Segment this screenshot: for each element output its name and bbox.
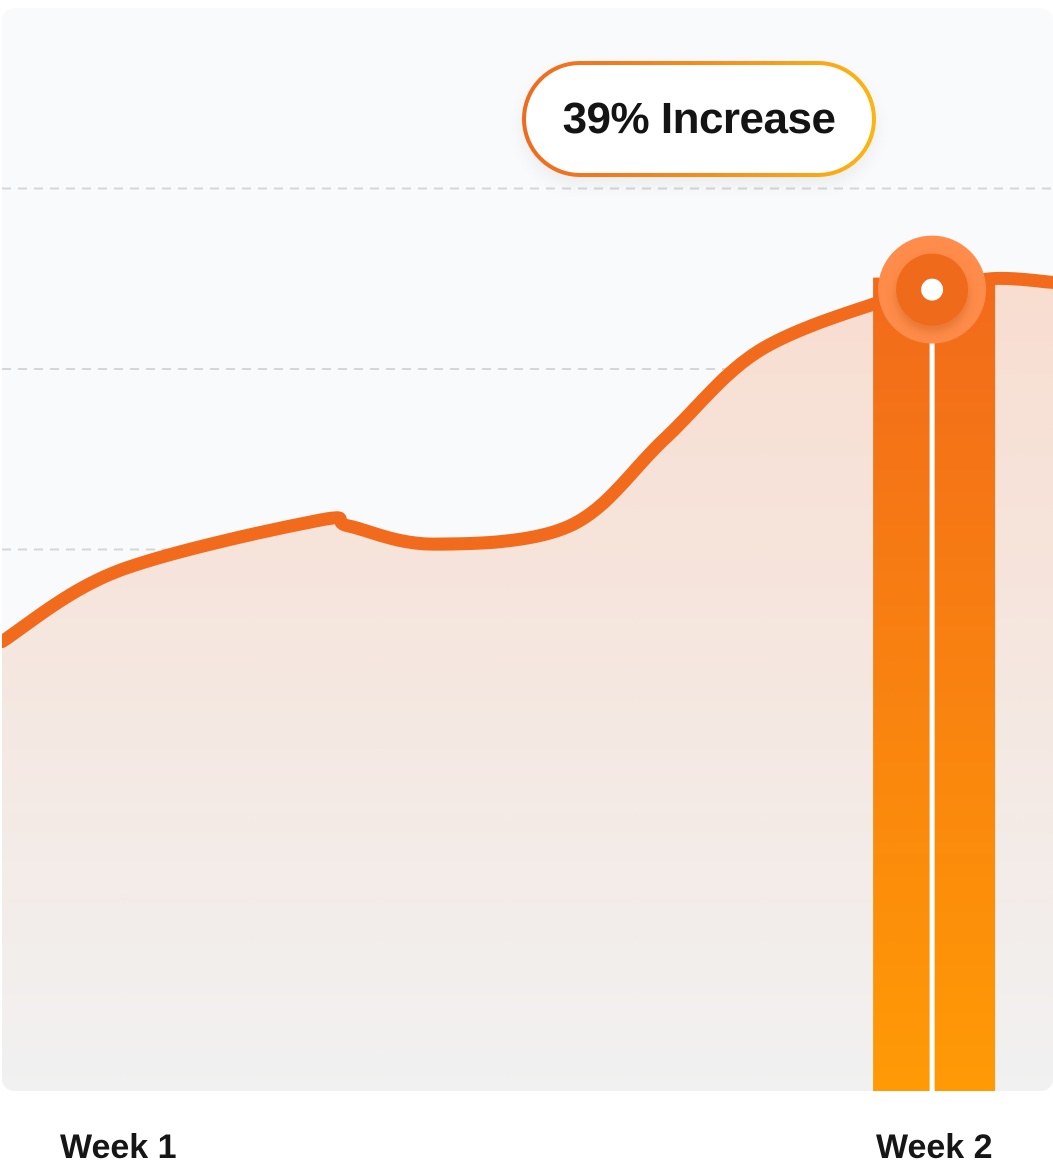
- increase-callout: 39% Increase: [522, 61, 876, 177]
- callout-inner: 39% Increase: [526, 65, 872, 173]
- marker-layer: [878, 235, 987, 344]
- series-layer: [2, 271, 1053, 1091]
- x-tick-label-week-1: Week 1: [60, 1128, 177, 1166]
- x-tick-label-week-2: Week 2: [876, 1128, 993, 1166]
- highlight-point-center: [921, 278, 944, 301]
- series-area: [2, 278, 1053, 1091]
- callout-text: 39% Increase: [562, 94, 836, 143]
